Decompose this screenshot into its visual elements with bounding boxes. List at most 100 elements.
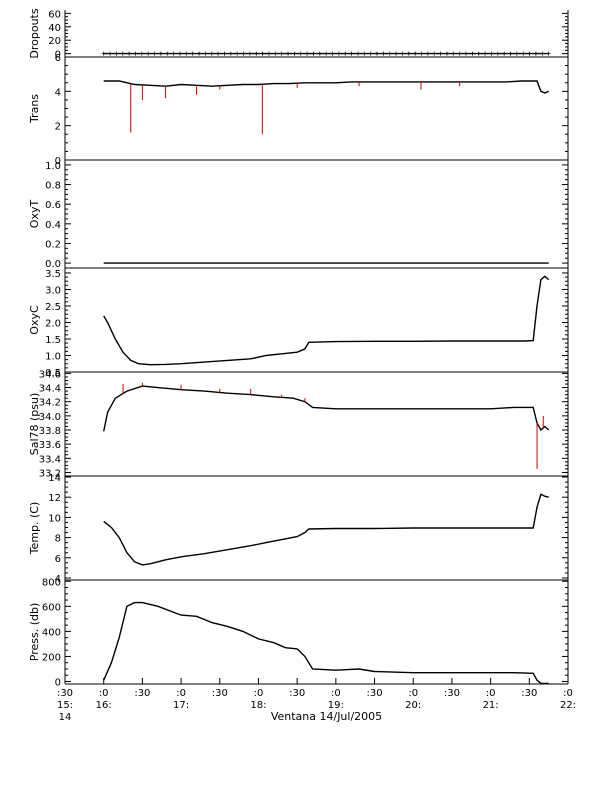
panel-1-ylabel: Trans (28, 94, 41, 124)
x-tick-label: :30 (366, 688, 382, 699)
panel-6-ytick-label: 0 (55, 677, 61, 688)
panel-0-marker (133, 51, 138, 56)
panel-0-marker (425, 51, 430, 56)
panel-0-marker (368, 51, 373, 56)
x-tick-label: :0 (176, 688, 186, 699)
panel-3-ytick-label: 2.0 (45, 318, 61, 329)
x-tick-hour-label: 15: (57, 700, 73, 711)
panel-6-series-line (103, 601, 549, 685)
panel-0-marker (330, 51, 335, 56)
panel-0-marker (203, 51, 208, 56)
panel-0-marker (444, 51, 449, 56)
panel-0-marker (533, 51, 538, 56)
panel-3-ytick-label: 1.5 (45, 335, 61, 346)
panel-4-ytick-label: 34.0 (39, 412, 61, 423)
panel-0-marker (362, 51, 367, 56)
panel-0-marker (355, 51, 360, 56)
x-tick-label: :30 (444, 688, 460, 699)
panel-0-marker (521, 51, 526, 56)
x-tick-hour-label: 16: (96, 700, 112, 711)
panel-0-marker (209, 51, 214, 56)
panel-4-ytick-label: 33.4 (39, 454, 61, 465)
panel-4-ytick-label: 34.6 (39, 369, 61, 380)
panel-0-marker (241, 51, 246, 56)
panel-0-marker (419, 51, 424, 56)
panel-3-ytick-label: 0.5 (45, 368, 61, 379)
panel-0-marker (375, 51, 380, 56)
x-tick-label: :30 (521, 688, 537, 699)
panel-0-marker (158, 51, 163, 56)
panel-5-ytick-label: 8 (55, 534, 61, 545)
panel-0-marker (247, 51, 252, 56)
x-tick-label: :30 (57, 688, 73, 699)
panel-3-series-line (103, 275, 550, 366)
panel-1-ytick-label: 4 (55, 87, 61, 98)
x-tick-label: :0 (331, 688, 341, 699)
panel-0-marker (216, 51, 221, 56)
panel-0-ytick-label: 60 (48, 9, 61, 20)
panel-0-marker (387, 51, 392, 56)
panel-2-ytick-label: 0.4 (45, 220, 61, 231)
panel-4-ytick-label: 33.2 (39, 468, 61, 479)
panel-0-marker (324, 51, 329, 56)
panel-0-ytick-label: 40 (48, 23, 61, 34)
x-axis-label: Ventana 14/Jul/2005 (271, 710, 382, 723)
panel-0-marker (286, 51, 291, 56)
panel-4-ytick-label: 33.8 (39, 426, 61, 437)
panel-0-marker (254, 51, 259, 56)
x-tick-hour-label: 17: (173, 700, 189, 711)
panel-3-ytick-label: 1.0 (45, 351, 61, 362)
panel-0-marker (394, 51, 399, 56)
x-tick-hour-label: 19: (328, 700, 344, 711)
x-tick-hour-label: 21: (483, 700, 499, 711)
panel-0-marker (514, 51, 519, 56)
panel-0-ytick-label: 20 (48, 36, 61, 47)
panel-0-marker (311, 51, 316, 56)
panel-0-marker (235, 51, 240, 56)
panel-0-marker (483, 51, 488, 56)
panel-0-marker (165, 51, 170, 56)
panel-0-marker (502, 51, 507, 56)
panel-0-marker (317, 51, 322, 56)
panel-3-ylabel: OxyC (28, 305, 41, 335)
panel-0-marker (508, 51, 513, 56)
panel-1-ytick-label: 0 (55, 156, 61, 167)
x-tick-day-label: 14 (59, 712, 72, 723)
panel-4-series-line (103, 385, 550, 432)
panel-1-ytick-label: 2 (55, 122, 61, 133)
x-tick-label: :0 (254, 688, 264, 699)
panel-6-ytick-label: 400 (42, 627, 61, 638)
panel-0-marker (152, 51, 157, 56)
panel-0-marker (292, 51, 297, 56)
panel-6-ylabel: Press. (db) (28, 603, 41, 662)
panel-0-marker (305, 51, 310, 56)
panel-5-ytick-label: 14 (48, 473, 61, 484)
panel-0-marker (228, 51, 233, 56)
panel-0-marker (298, 51, 303, 56)
panel-0-marker (101, 51, 106, 56)
panel-5-ytick-label: 10 (48, 513, 61, 524)
panel-0-marker (190, 51, 195, 56)
panel-0-marker (527, 51, 532, 56)
panel-5-ytick-label: 4 (55, 574, 61, 585)
panel-0-marker (406, 51, 411, 56)
panel-0-marker (171, 51, 176, 56)
panel-0-marker (546, 51, 551, 56)
panel-1-ytick-label: 6 (55, 53, 61, 64)
panel-0-marker (279, 51, 284, 56)
x-tick-label: :30 (212, 688, 228, 699)
panel-0-marker (476, 51, 481, 56)
panel-0-marker (432, 51, 437, 56)
panel-0-marker (451, 51, 456, 56)
panel-0-marker (120, 51, 125, 56)
panel-0-marker (413, 51, 418, 56)
panel-0-marker (197, 51, 202, 56)
panel-4-ylabel: Sal78 (psu) (28, 393, 41, 456)
panel-3-ytick-label: 2.5 (45, 302, 61, 313)
panel-0-marker (266, 51, 271, 56)
panel-5-ytick-label: 12 (48, 493, 61, 504)
x-tick-label: :30 (134, 688, 150, 699)
panel-0-marker (108, 51, 113, 56)
